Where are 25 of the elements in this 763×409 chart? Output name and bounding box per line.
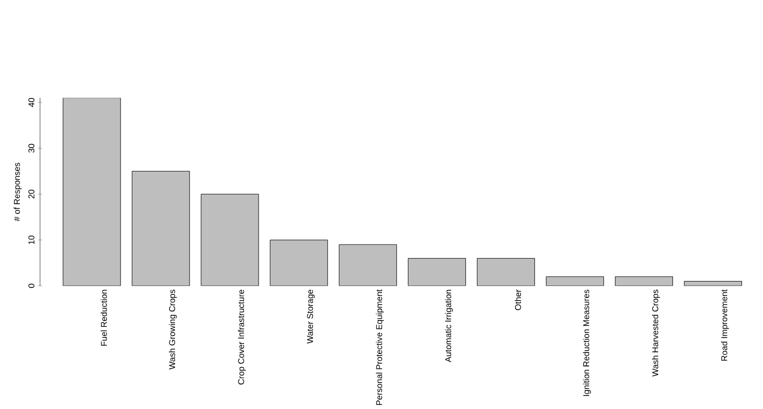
x-tick-label: Wash Growing Crops bbox=[168, 290, 177, 370]
y-tick-label: 10 bbox=[28, 236, 34, 244]
bar bbox=[615, 276, 673, 286]
x-tick-label: Wash Harvested Crops bbox=[652, 290, 660, 377]
y-tick-label: 30 bbox=[28, 144, 34, 153]
y-axis-title: # of Responses bbox=[14, 162, 22, 222]
x-tick-label: Road Improvement bbox=[721, 289, 729, 361]
bar bbox=[546, 276, 604, 286]
bar bbox=[132, 171, 190, 286]
y-tick-label: 0 bbox=[28, 284, 34, 288]
bar bbox=[270, 240, 328, 286]
bar bbox=[477, 258, 535, 286]
y-tick-label: 40 bbox=[28, 98, 34, 107]
x-tick-label: Ignition Reduction Measures bbox=[582, 290, 591, 396]
x-tick-label: Water Storage bbox=[307, 290, 315, 344]
x-tick-label: Personal Protective Equipment bbox=[376, 289, 384, 405]
y-tick-label: 20 bbox=[28, 190, 34, 198]
bar bbox=[201, 194, 259, 286]
x-tick-label: Other bbox=[514, 290, 522, 310]
x-tick-label: Fuel Reduction bbox=[100, 290, 107, 346]
bar bbox=[339, 244, 397, 286]
x-tick-label: Automatic Irrigation bbox=[444, 290, 453, 362]
bar bbox=[408, 258, 466, 286]
x-tick-label: Crop Cover Infrastructure bbox=[238, 290, 246, 384]
bar bbox=[63, 98, 121, 286]
